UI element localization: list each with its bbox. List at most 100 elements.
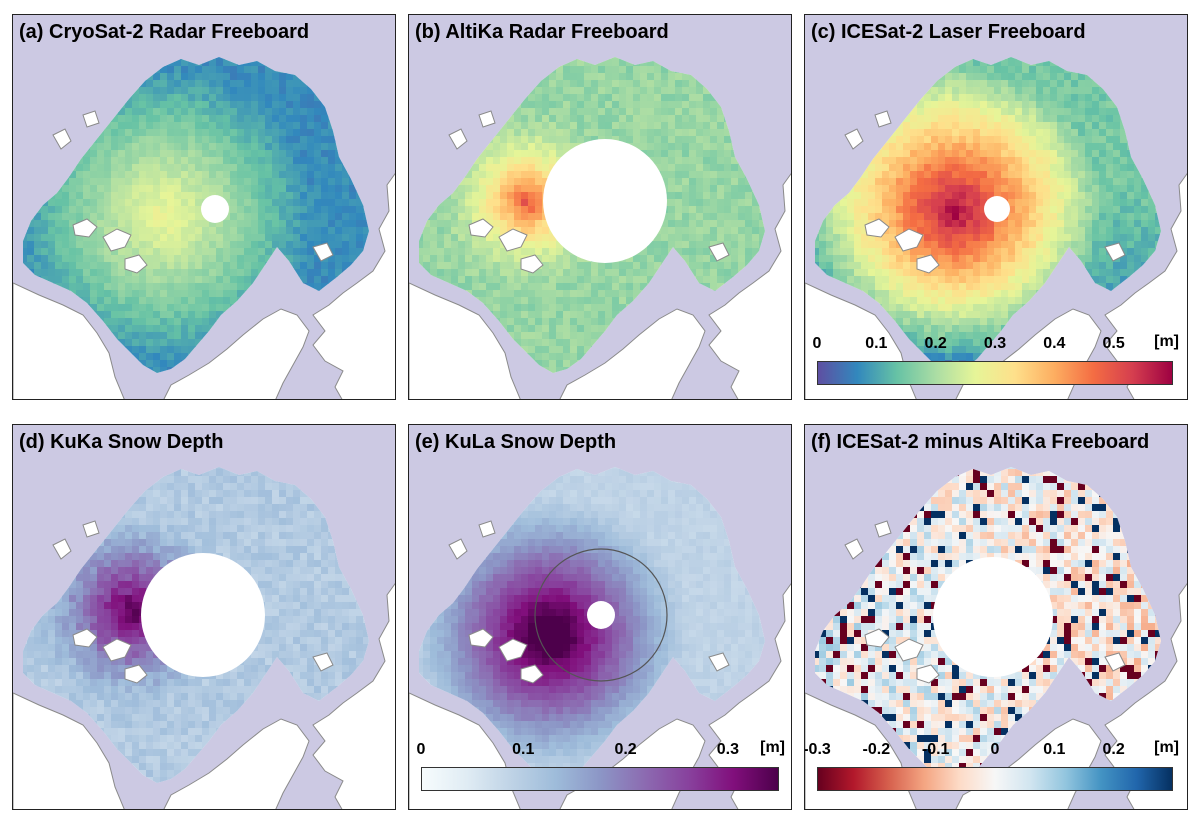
land-mass	[520, 254, 544, 274]
panel-d-kuka-snow-depth: (d) KuKa Snow Depth	[12, 424, 396, 810]
colorbar-tick-label: 0.2	[924, 335, 947, 352]
land-mass	[163, 718, 310, 809]
land-mass	[498, 638, 528, 662]
colorbar-tick-label: 0.3	[716, 741, 739, 758]
land-mass	[312, 172, 395, 399]
colorbar-tick-label: 0.1	[865, 335, 888, 352]
colorbar-unit-label: [m]	[1154, 333, 1179, 350]
colorbar-tick-label: 0.3	[983, 335, 1007, 352]
land-mass	[102, 228, 132, 252]
land-mass	[864, 218, 890, 238]
colorbar-tick-label: 0	[812, 335, 822, 352]
colorbar-tick-label: 0.5	[1102, 335, 1125, 352]
colorbar-gradient	[817, 361, 1173, 385]
altika-latitude-limit-circle	[534, 548, 668, 682]
land-mass	[102, 638, 132, 662]
polar-data-gap	[543, 139, 667, 263]
colorbar-tick-label: 0.1	[512, 741, 535, 758]
colorbar-difference: -0.3 -0.2 -0.1 0 0.1 0.2 [m]	[805, 739, 1179, 793]
land-mass	[448, 538, 468, 560]
colorbar-tick-label: 0.1	[1043, 741, 1066, 758]
land-mass	[1104, 172, 1187, 399]
land-mass	[708, 582, 791, 809]
panel-a-cryosat2-radar-freeboard: (a) CryoSat-2 Radar Freeboard	[12, 14, 396, 400]
colorbar-tick-label: -0.1	[921, 741, 950, 758]
land-mass	[708, 172, 791, 399]
land-mass	[13, 282, 125, 399]
land-mass	[124, 664, 148, 684]
land-mass	[916, 664, 940, 684]
polar-data-gap	[587, 601, 615, 629]
colorbar-ticks: 0 0.1 0.2 0.3 [m]	[417, 739, 785, 763]
panel-b-altika-radar-freeboard: (b) AltiKa Radar Freeboard	[408, 14, 792, 400]
land-mass	[468, 628, 494, 648]
colorbar-ticks: 0 0.1 0.2 0.3 0.4 0.5 [m]	[813, 333, 1179, 357]
colorbar-snow-depth: 0 0.1 0.2 0.3 [m]	[417, 739, 785, 793]
land-mass	[52, 128, 72, 150]
land-mass	[82, 110, 100, 128]
colorbar-tick-label: 0	[990, 741, 1000, 758]
land-mass	[468, 218, 494, 238]
map-c	[805, 57, 1187, 399]
land-mass	[894, 638, 924, 662]
colorbar-tick-label: 0.2	[1102, 741, 1125, 758]
land-mass	[844, 538, 864, 560]
land-mass	[72, 628, 98, 648]
colorbar-ticks: -0.3 -0.2 -0.1 0 0.1 0.2 [m]	[805, 739, 1179, 763]
polar-data-gap	[201, 195, 229, 223]
land-mass	[478, 520, 496, 538]
panel-title: (e) KuLa Snow Depth	[415, 431, 617, 453]
panel-title: (d) KuKa Snow Depth	[19, 431, 224, 453]
land-mass	[916, 254, 940, 274]
land-mass	[124, 254, 148, 274]
colorbar-gradient	[421, 767, 779, 791]
land-mass	[312, 242, 334, 262]
map-f	[805, 467, 1187, 809]
land-mass	[498, 228, 528, 252]
panel-title: (c) ICESat-2 Laser Freeboard	[811, 21, 1086, 43]
polar-data-gap	[141, 553, 265, 677]
land-mass	[312, 652, 334, 672]
land-mass	[520, 664, 544, 684]
map-a	[13, 57, 395, 399]
colorbar-tick-label: 0.2	[614, 741, 637, 758]
land-mass	[559, 308, 706, 399]
land-mass	[82, 520, 100, 538]
map-b	[409, 57, 791, 399]
land-mass	[864, 628, 890, 648]
land-mass	[72, 218, 98, 238]
panel-f-icesat2-minus-altika-freeboard: (f) ICESat-2 minus AltiKa Freeboard -0.3…	[804, 424, 1188, 810]
land-mass	[1104, 242, 1126, 262]
land-mass	[894, 228, 924, 252]
land-mass	[1104, 582, 1187, 809]
panel-title: (b) AltiKa Radar Freeboard	[415, 21, 669, 43]
land-mass	[312, 582, 395, 809]
colorbar-tick-label: -0.2	[862, 741, 891, 758]
land-mass	[52, 538, 72, 560]
colorbar-unit-label: [m]	[1154, 739, 1179, 756]
land-mass	[708, 242, 730, 262]
colorbar-unit-label: [m]	[760, 739, 785, 756]
map-d	[13, 467, 395, 809]
panel-c-icesat2-laser-freeboard: (c) ICESat-2 Laser Freeboard 0 0.1 0.2 0.3 0…	[804, 14, 1188, 400]
panel-title: (a) CryoSat-2 Radar Freeboard	[19, 21, 310, 43]
land-mass	[1104, 652, 1126, 672]
colorbar-gradient	[817, 767, 1173, 791]
polar-data-gap	[984, 196, 1010, 222]
panel-title: (f) ICESat-2 minus AltiKa Freeboard	[811, 431, 1150, 453]
land-mass	[844, 128, 864, 150]
land-mass	[708, 652, 730, 672]
colorbar-tick-label: 0.4	[1043, 335, 1066, 352]
panel-e-kula-snow-depth: (e) KuLa Snow Depth 0 0.1 0.2 0.3 [m]	[408, 424, 792, 810]
land-mass	[409, 282, 521, 399]
land-mass	[163, 308, 310, 399]
polar-data-gap	[933, 557, 1053, 677]
land-mass	[874, 520, 892, 538]
land-mass	[478, 110, 496, 128]
land-mass	[13, 692, 125, 809]
colorbar-freeboard: 0 0.1 0.2 0.3 0.4 0.5 [m]	[813, 333, 1179, 387]
colorbar-tick-label: -0.3	[804, 741, 831, 758]
land-mass	[874, 110, 892, 128]
land-mass	[448, 128, 468, 150]
colorbar-tick-label: 0	[416, 741, 426, 758]
